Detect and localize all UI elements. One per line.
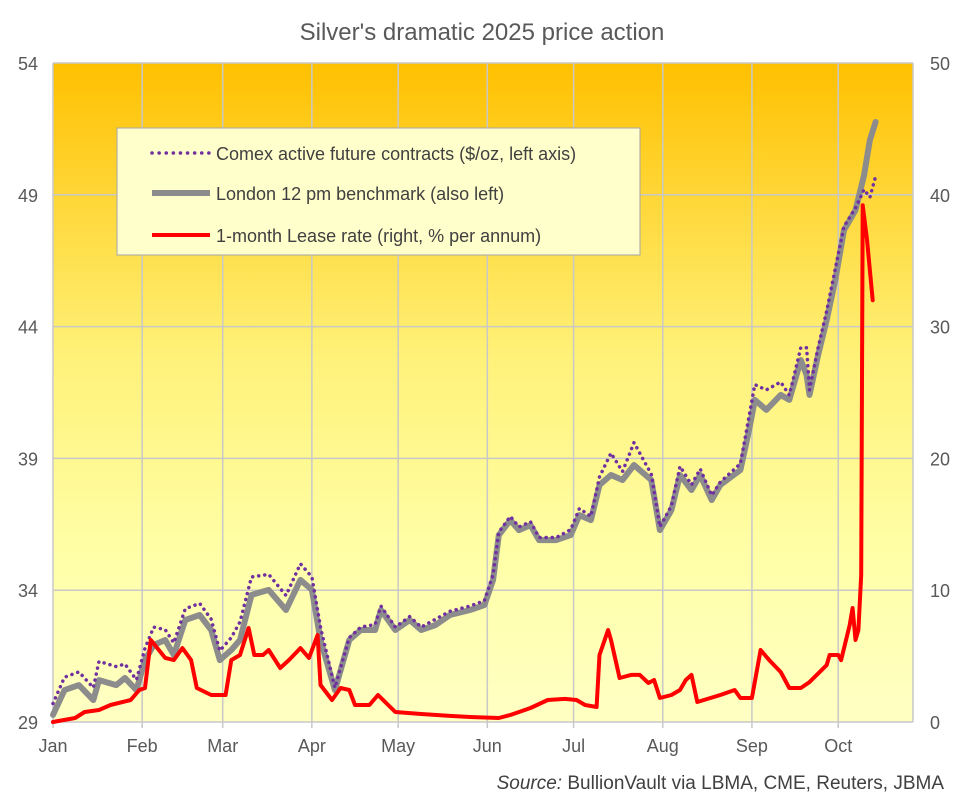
legend-label-london: London 12 pm benchmark (also left)	[216, 184, 504, 204]
y-right-tick-label: 40	[930, 186, 950, 206]
source-text: BullionVault via LBMA, CME, Reuters, JBM…	[562, 773, 944, 794]
y-right-tick-label: 0	[930, 713, 940, 733]
series-line-comex	[51, 174, 878, 706]
series-line-lease-rate	[51, 203, 875, 724]
y-left-tick-label: 49	[18, 186, 38, 206]
legend-label-comex: Comex active future contracts ($/oz, lef…	[216, 144, 576, 164]
y-left-tick-label: 29	[18, 713, 38, 733]
x-tick-label: Apr	[298, 736, 326, 756]
y-right-tick-label: 50	[930, 54, 950, 74]
source-label: Source:	[497, 773, 562, 794]
x-tick-label: Aug	[647, 736, 679, 756]
x-tick-label: Jan	[38, 736, 67, 756]
y-left-tick-label: 34	[18, 581, 38, 601]
y-left-tick-label: 44	[18, 318, 38, 338]
x-tick-label: Mar	[207, 736, 238, 756]
series-lines	[50, 119, 879, 724]
y-right-tick-label: 30	[930, 318, 950, 338]
x-tick-label: Oct	[824, 736, 852, 756]
x-tick-label: Sep	[736, 736, 768, 756]
x-tick-label: Feb	[127, 736, 158, 756]
y-right-tick-label: 20	[930, 449, 950, 469]
chart-title: Silver's dramatic 2025 price action	[300, 19, 665, 46]
legend: Comex active future contracts ($/oz, lef…	[116, 127, 641, 256]
y-left-tick-label: 54	[18, 54, 38, 74]
x-tick-label: Jun	[473, 736, 502, 756]
y-right-tick-label: 10	[930, 581, 950, 601]
axis-ticks: 29 0 34 10 39 20 44 30 49 40 54 50 Jan Feb Mar Apr May Ju…	[18, 54, 950, 756]
x-tick-label: Jul	[562, 736, 585, 756]
legend-label-lease: 1-month Lease rate (right, % per annum)	[216, 226, 541, 246]
x-tick-label: May	[381, 736, 415, 756]
y-left-tick-label: 39	[18, 449, 38, 469]
source-note: Source: BullionVault via LBMA, CME, Reut…	[497, 773, 945, 794]
